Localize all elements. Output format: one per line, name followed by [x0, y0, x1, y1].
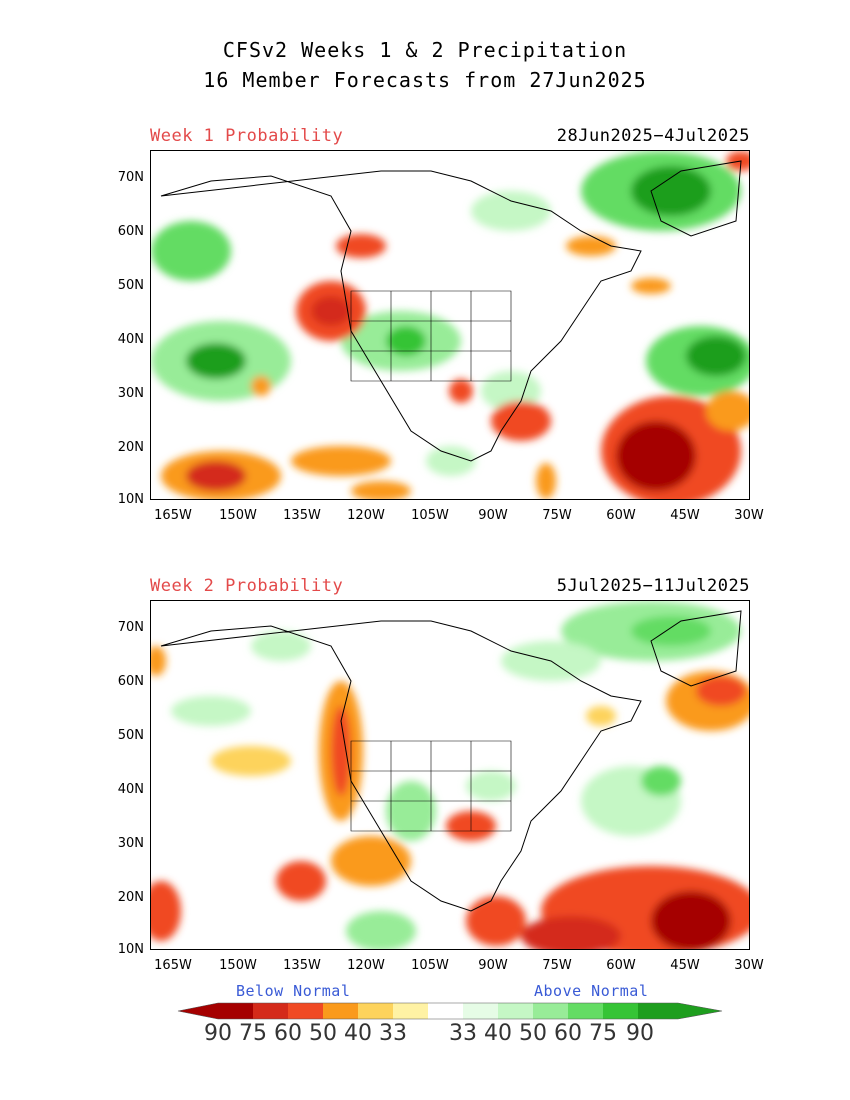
lat-label: 70N: [117, 620, 144, 635]
lat-label: 70N: [117, 170, 144, 185]
lon-label: 30W: [734, 508, 764, 523]
lon-label: 90W: [478, 508, 508, 523]
colorbar-swatch: [288, 1003, 323, 1019]
panel2-map: [150, 600, 750, 950]
colorbar-swatch: [253, 1003, 288, 1019]
panel2-label: Week 2 Probability: [150, 576, 344, 596]
colorbar: [177, 1002, 723, 1020]
colorbar-swatch: [463, 1003, 498, 1019]
lon-label: 150W: [219, 958, 257, 973]
lat-label: 50N: [117, 728, 144, 743]
panel2-dates: 5Jul2025−11Jul2025: [556, 576, 750, 596]
lon-label: 120W: [347, 508, 385, 523]
colorbar-swatch: [358, 1003, 393, 1019]
lon-label: 135W: [283, 958, 321, 973]
colorbar-value: 33: [379, 1021, 407, 1046]
colorbar-value: 60: [274, 1021, 302, 1046]
colorbar-swatch: [533, 1003, 568, 1019]
lon-label: 150W: [219, 508, 257, 523]
colorbar-swatch: [498, 1003, 533, 1019]
colorbar-value: 75: [589, 1021, 617, 1046]
panel1-map: [150, 150, 750, 500]
lat-label: 20N: [117, 440, 144, 455]
colorbar-below-arrow: [178, 1003, 218, 1019]
colorbar-swatch: [568, 1003, 603, 1019]
lon-label: 60W: [606, 508, 636, 523]
colorbar-above-arrow: [678, 1003, 722, 1019]
colorbar-value: 50: [309, 1021, 337, 1046]
lon-label: 120W: [347, 958, 385, 973]
colorbar-swatch: [603, 1003, 638, 1019]
colorbar-value: 50: [519, 1021, 547, 1046]
colorbar-value: 40: [484, 1021, 512, 1046]
lon-label: 30W: [734, 958, 764, 973]
lon-label: 165W: [154, 508, 192, 523]
lon-label: 60W: [606, 958, 636, 973]
colorbar-swatch: [218, 1003, 253, 1019]
lat-label: 20N: [117, 890, 144, 905]
colorbar-value: 90: [626, 1021, 654, 1046]
lon-label: 45W: [670, 958, 700, 973]
lat-label: 60N: [117, 224, 144, 239]
colorbar-value: 60: [554, 1021, 582, 1046]
panel1-label: Week 1 Probability: [150, 126, 344, 146]
lon-label: 75W: [542, 508, 572, 523]
lon-label: 75W: [542, 958, 572, 973]
chart-title-line2: 16 Member Forecasts from 27Jun2025: [203, 68, 647, 92]
colorbar-value: 90: [204, 1021, 232, 1046]
colorbar-swatch: [323, 1003, 358, 1019]
legend-above-normal: Above Normal: [534, 982, 649, 1000]
chart-title-line1: CFSv2 Weeks 1 & 2 Precipitation: [222, 38, 628, 62]
colorbar-swatch: [638, 1003, 678, 1019]
colorbar-value: 40: [344, 1021, 372, 1046]
lon-label: 45W: [670, 508, 700, 523]
colorbar-swatch: [393, 1003, 428, 1019]
colorbar-swatch: [428, 1003, 463, 1019]
lon-label: 105W: [411, 508, 449, 523]
legend-below-normal: Below Normal: [236, 982, 351, 1000]
lat-label: 10N: [117, 942, 144, 957]
lon-label: 165W: [154, 958, 192, 973]
lat-label: 30N: [117, 386, 144, 401]
colorbar-value: 75: [239, 1021, 267, 1046]
lon-label: 135W: [283, 508, 321, 523]
lat-label: 50N: [117, 278, 144, 293]
colorbar-value: 33: [449, 1021, 477, 1046]
lat-label: 40N: [117, 782, 144, 797]
lat-label: 60N: [117, 674, 144, 689]
lat-label: 10N: [117, 492, 144, 507]
lat-label: 30N: [117, 836, 144, 851]
lon-label: 90W: [478, 958, 508, 973]
lat-label: 40N: [117, 332, 144, 347]
lon-label: 105W: [411, 958, 449, 973]
panel1-dates: 28Jun2025−4Jul2025: [556, 126, 750, 146]
